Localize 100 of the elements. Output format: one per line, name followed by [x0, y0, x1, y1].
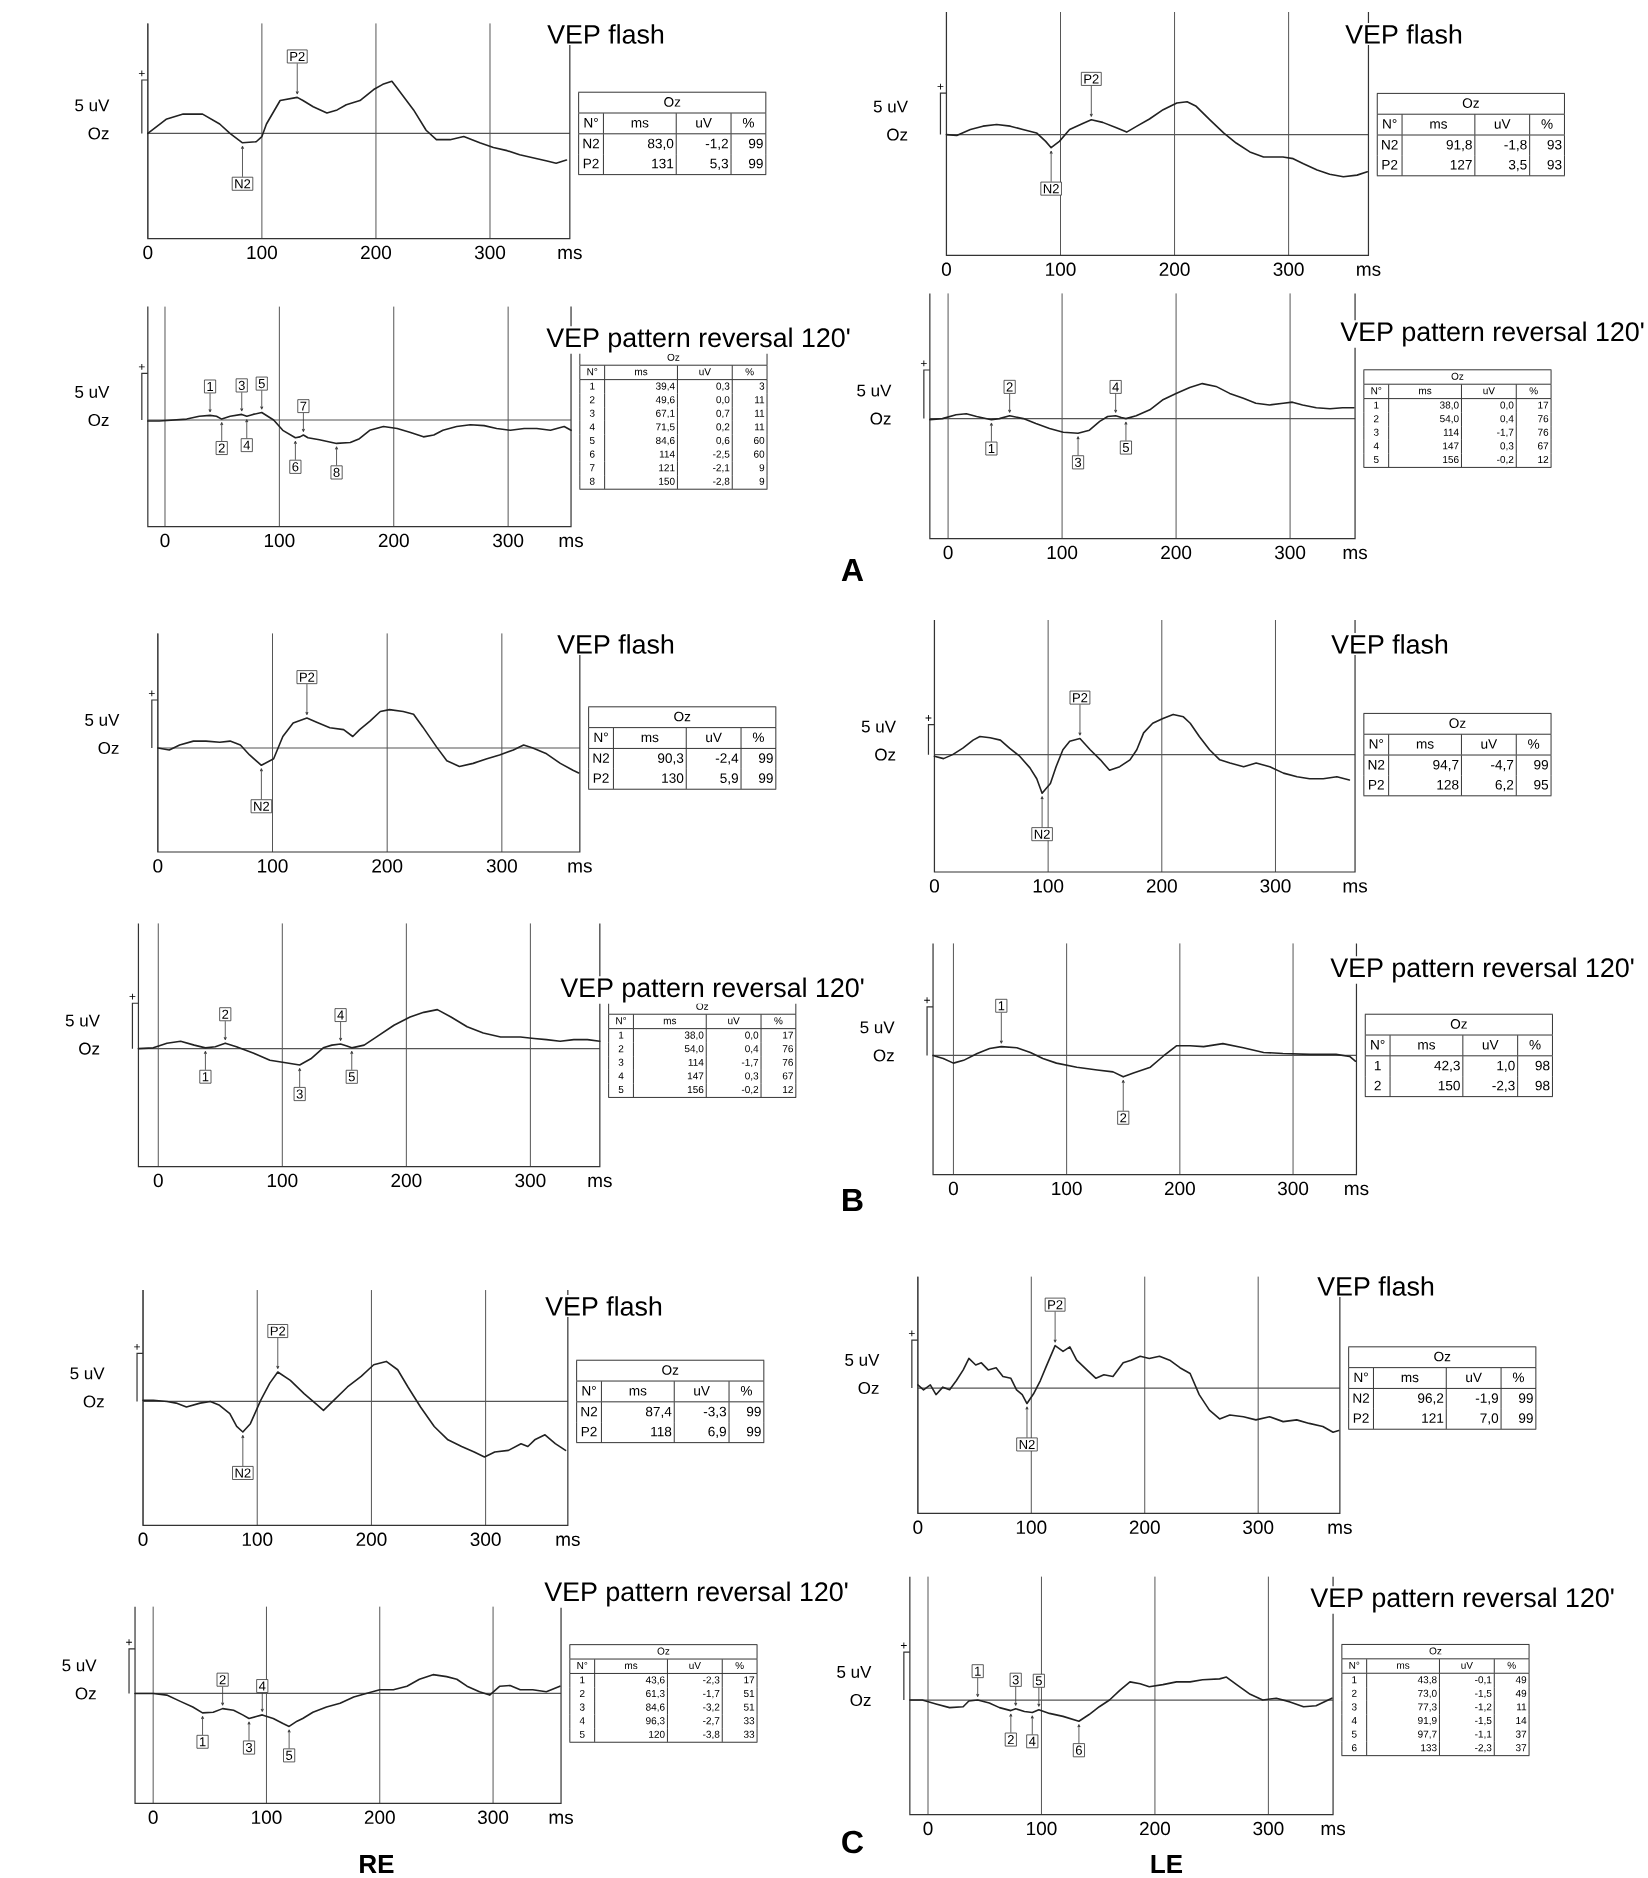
x-tick-label: 300: [1260, 879, 1291, 893]
x-axis-title: ms: [1344, 1184, 1369, 1196]
x-tick-label: 0: [913, 1520, 923, 1535]
x-tick-label: 100: [247, 245, 277, 260]
text: LE: [1151, 1855, 1182, 1873]
text: 5 uV: [873, 100, 908, 113]
x-tick-label: 100: [242, 1532, 273, 1547]
text: 5 uV: [70, 1367, 105, 1380]
x-axis-title: ms: [1343, 548, 1367, 560]
text: C: [841, 1830, 863, 1854]
x-axis-title: ms: [1356, 265, 1381, 276]
x-tick-label: 0: [948, 1181, 958, 1196]
chart-title: VEP flash: [547, 24, 663, 44]
text: 5 uV: [62, 1659, 97, 1672]
chart-title: VEP flash: [545, 1296, 661, 1316]
x-tick-label: 200: [364, 1810, 395, 1825]
text: 5 uV: [844, 1354, 880, 1366]
y-axis-title: Oz: [873, 1049, 894, 1062]
x-tick-label: 0: [160, 533, 170, 548]
chart-title: VEP flash: [1331, 634, 1447, 654]
x-tick-label: 200: [378, 533, 409, 548]
x-tick-label: 100: [264, 533, 295, 548]
x-tick-label: 100: [1016, 1520, 1047, 1535]
x-axis-title: ms: [568, 862, 592, 873]
text: 5 uV: [74, 99, 110, 112]
x-tick-label: 200: [360, 245, 391, 260]
y-axis-title: Oz: [78, 1042, 99, 1055]
x-tick-label: 0: [143, 245, 153, 260]
x-tick-label: 0: [943, 545, 953, 560]
x-tick-label: 100: [267, 1173, 298, 1188]
x-tick-label: 200: [356, 1532, 387, 1547]
chart-title: VEP flash: [557, 634, 673, 654]
text: VEP pattern reversal 120': [1330, 957, 1634, 983]
text: VEP pattern reversal 120': [546, 327, 850, 353]
text: 5 uV: [856, 384, 892, 397]
x-tick-label: 100: [251, 1810, 282, 1825]
x-tick-label: 300: [492, 533, 523, 548]
chart-title: VEP flash: [1317, 1276, 1433, 1296]
x-tick-label: 200: [1146, 879, 1177, 893]
x-axis-title: ms: [1343, 882, 1367, 893]
x-tick-label: 200: [1139, 1821, 1170, 1836]
text: VEP pattern reversal 120': [544, 1581, 848, 1607]
x-tick-label: 100: [1045, 262, 1076, 276]
text: A: [841, 558, 863, 582]
x-tick-label: 200: [1129, 1520, 1160, 1535]
x-tick-label: 200: [391, 1173, 422, 1188]
y-axis-title: Oz: [88, 127, 109, 140]
chart-title: VEP flash: [1345, 24, 1461, 44]
x-tick-label: 0: [941, 262, 951, 276]
y-axis-title: Oz: [886, 128, 907, 141]
x-tick-label: 300: [486, 859, 517, 873]
text: 5 uV: [74, 386, 110, 398]
x-tick-label: 0: [138, 1532, 148, 1547]
x-tick-label: 300: [470, 1532, 501, 1547]
y-axis-title: Oz: [83, 1395, 104, 1408]
x-axis-title: ms: [559, 536, 583, 548]
y-axis-title: Oz: [870, 412, 891, 425]
x-tick-label: 200: [1160, 545, 1191, 560]
x-tick-label: 0: [153, 859, 163, 873]
x-tick-label: 0: [929, 879, 939, 893]
text: VEP pattern reversal 120': [560, 977, 864, 1003]
x-axis-title: ms: [1328, 1523, 1352, 1535]
y-axis-title: Oz: [75, 1687, 96, 1700]
x-tick-label: 300: [1242, 1520, 1274, 1535]
x-tick-label: 100: [257, 859, 288, 873]
x-axis-title: ms: [1321, 1824, 1345, 1836]
text: 5 uV: [860, 1021, 895, 1034]
x-axis-title: ms: [588, 1176, 612, 1188]
x-tick-label: 300: [477, 1810, 508, 1825]
text: 5 uV: [65, 1014, 100, 1027]
x-tick-label: 200: [1159, 262, 1190, 276]
x-tick-label: 0: [153, 1173, 163, 1188]
text: RE: [359, 1855, 394, 1873]
x-tick-label: 300: [1274, 545, 1305, 560]
x-axis-title: ms: [558, 248, 582, 260]
x-tick-label: 300: [474, 245, 505, 260]
text: 5 uV: [836, 1666, 872, 1678]
text: VEP pattern reversal 120': [1310, 1587, 1614, 1613]
text: VEP pattern reversal 120': [1340, 321, 1644, 347]
y-axis-title: Oz: [88, 414, 109, 427]
x-tick-label: 0: [923, 1821, 933, 1836]
x-tick-label: 100: [1052, 1181, 1082, 1196]
x-tick-label: 100: [1026, 1821, 1057, 1836]
y-axis-title: Oz: [850, 1694, 871, 1707]
y-axis-title: Oz: [98, 741, 119, 755]
y-axis-title: Oz: [858, 1382, 879, 1395]
x-tick-label: 0: [148, 1810, 158, 1825]
x-axis-title: ms: [556, 1535, 580, 1547]
x-tick-label: 100: [1047, 545, 1077, 560]
x-tick-label: 300: [1273, 262, 1304, 276]
x-tick-label: 300: [1253, 1821, 1284, 1836]
text: B: [842, 1188, 863, 1212]
x-axis-title: ms: [549, 1813, 573, 1825]
text: 5 uV: [861, 720, 896, 733]
x-tick-label: 300: [515, 1173, 546, 1188]
y-axis-title: Oz: [874, 748, 895, 761]
text: 5 uV: [84, 714, 120, 726]
x-tick-label: 200: [372, 859, 403, 873]
x-tick-label: 300: [1277, 1181, 1308, 1196]
x-tick-label: 100: [1033, 879, 1063, 893]
